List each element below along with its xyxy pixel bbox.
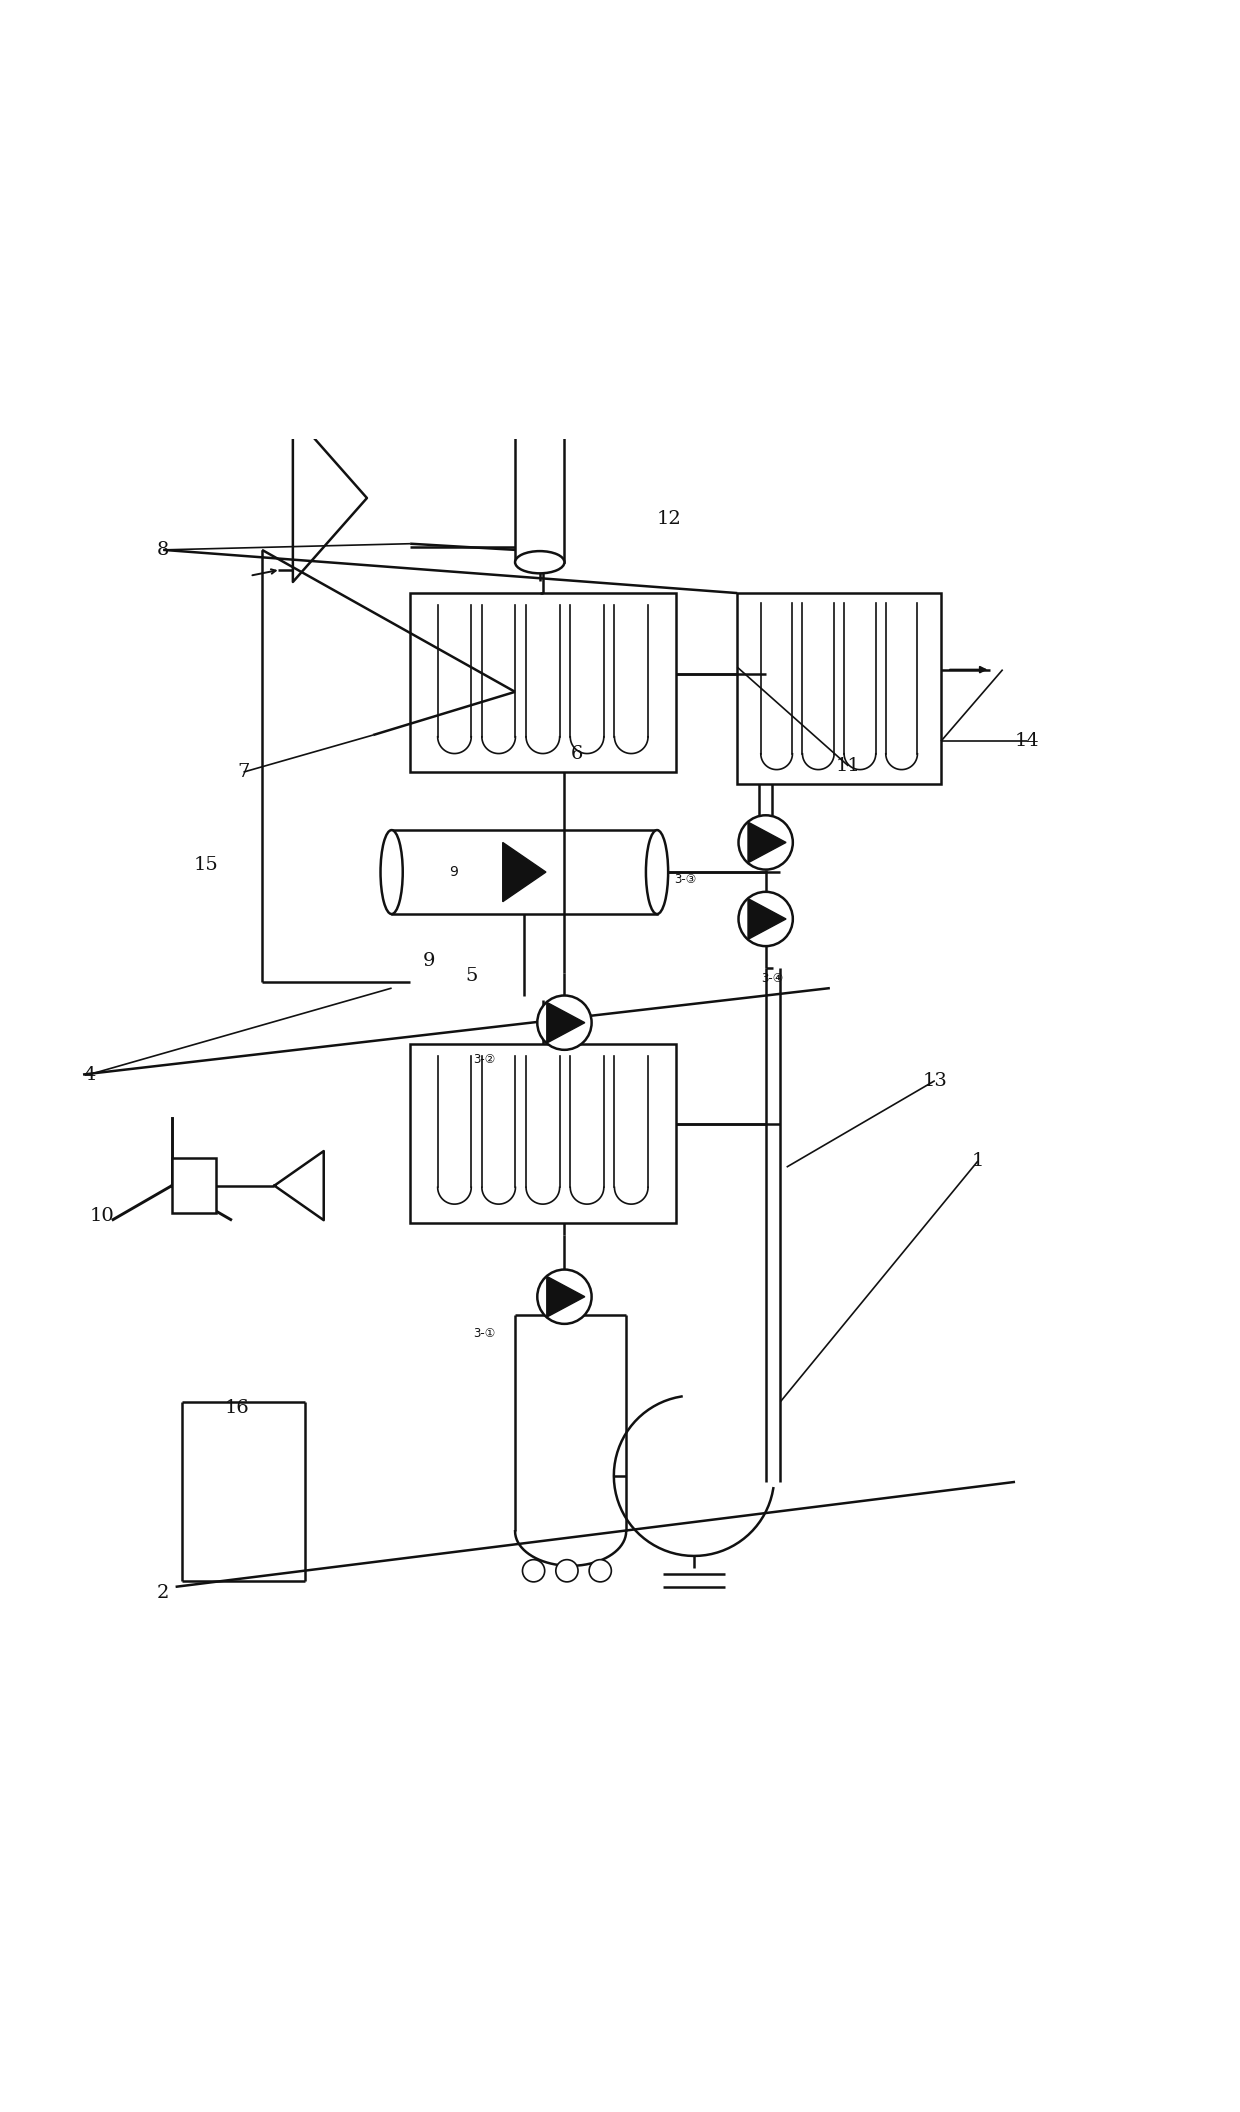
Bar <box>410 1043 676 1223</box>
Text: 8: 8 <box>157 541 170 560</box>
Circle shape <box>589 1559 611 1582</box>
Bar <box>786 256 892 336</box>
Text: 3-②: 3-② <box>474 1054 495 1067</box>
Text: 16: 16 <box>224 1398 249 1417</box>
Text: 3-④: 3-④ <box>760 972 782 984</box>
Bar <box>410 593 676 773</box>
Polygon shape <box>748 822 786 864</box>
Text: 2: 2 <box>157 1584 170 1603</box>
Text: 1: 1 <box>972 1151 985 1170</box>
Ellipse shape <box>515 391 564 412</box>
Circle shape <box>537 1269 591 1324</box>
Bar <box>632 321 738 395</box>
Text: 5: 5 <box>466 967 479 984</box>
Text: 14: 14 <box>1016 733 1040 750</box>
Circle shape <box>537 995 591 1050</box>
Ellipse shape <box>515 551 564 572</box>
Ellipse shape <box>646 830 668 914</box>
Polygon shape <box>502 843 546 902</box>
Text: 9: 9 <box>423 953 435 969</box>
Text: 7: 7 <box>237 762 249 781</box>
Polygon shape <box>748 898 786 940</box>
Circle shape <box>556 1559 578 1582</box>
Text: 10: 10 <box>89 1208 114 1225</box>
Text: 12: 12 <box>657 509 682 528</box>
Ellipse shape <box>381 830 403 914</box>
Polygon shape <box>547 1003 585 1043</box>
Circle shape <box>739 891 792 946</box>
Text: 4: 4 <box>83 1067 95 1083</box>
Text: 3-③: 3-③ <box>675 872 697 885</box>
Polygon shape <box>547 1276 585 1318</box>
Text: 9: 9 <box>449 866 458 879</box>
Bar <box>392 830 657 914</box>
Text: 15: 15 <box>195 855 218 874</box>
Bar <box>172 1159 216 1212</box>
Text: 6: 6 <box>570 746 583 762</box>
Text: 3-①: 3-① <box>474 1326 495 1341</box>
Circle shape <box>739 815 792 870</box>
Circle shape <box>522 1559 544 1582</box>
Text: 11: 11 <box>836 756 861 775</box>
Text: 13: 13 <box>923 1071 947 1090</box>
Bar <box>738 593 941 784</box>
Bar <box>515 401 564 562</box>
